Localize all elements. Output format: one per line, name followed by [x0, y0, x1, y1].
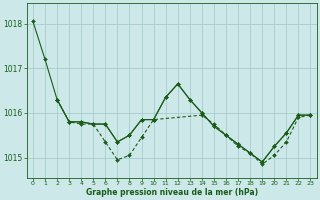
- X-axis label: Graphe pression niveau de la mer (hPa): Graphe pression niveau de la mer (hPa): [86, 188, 258, 197]
